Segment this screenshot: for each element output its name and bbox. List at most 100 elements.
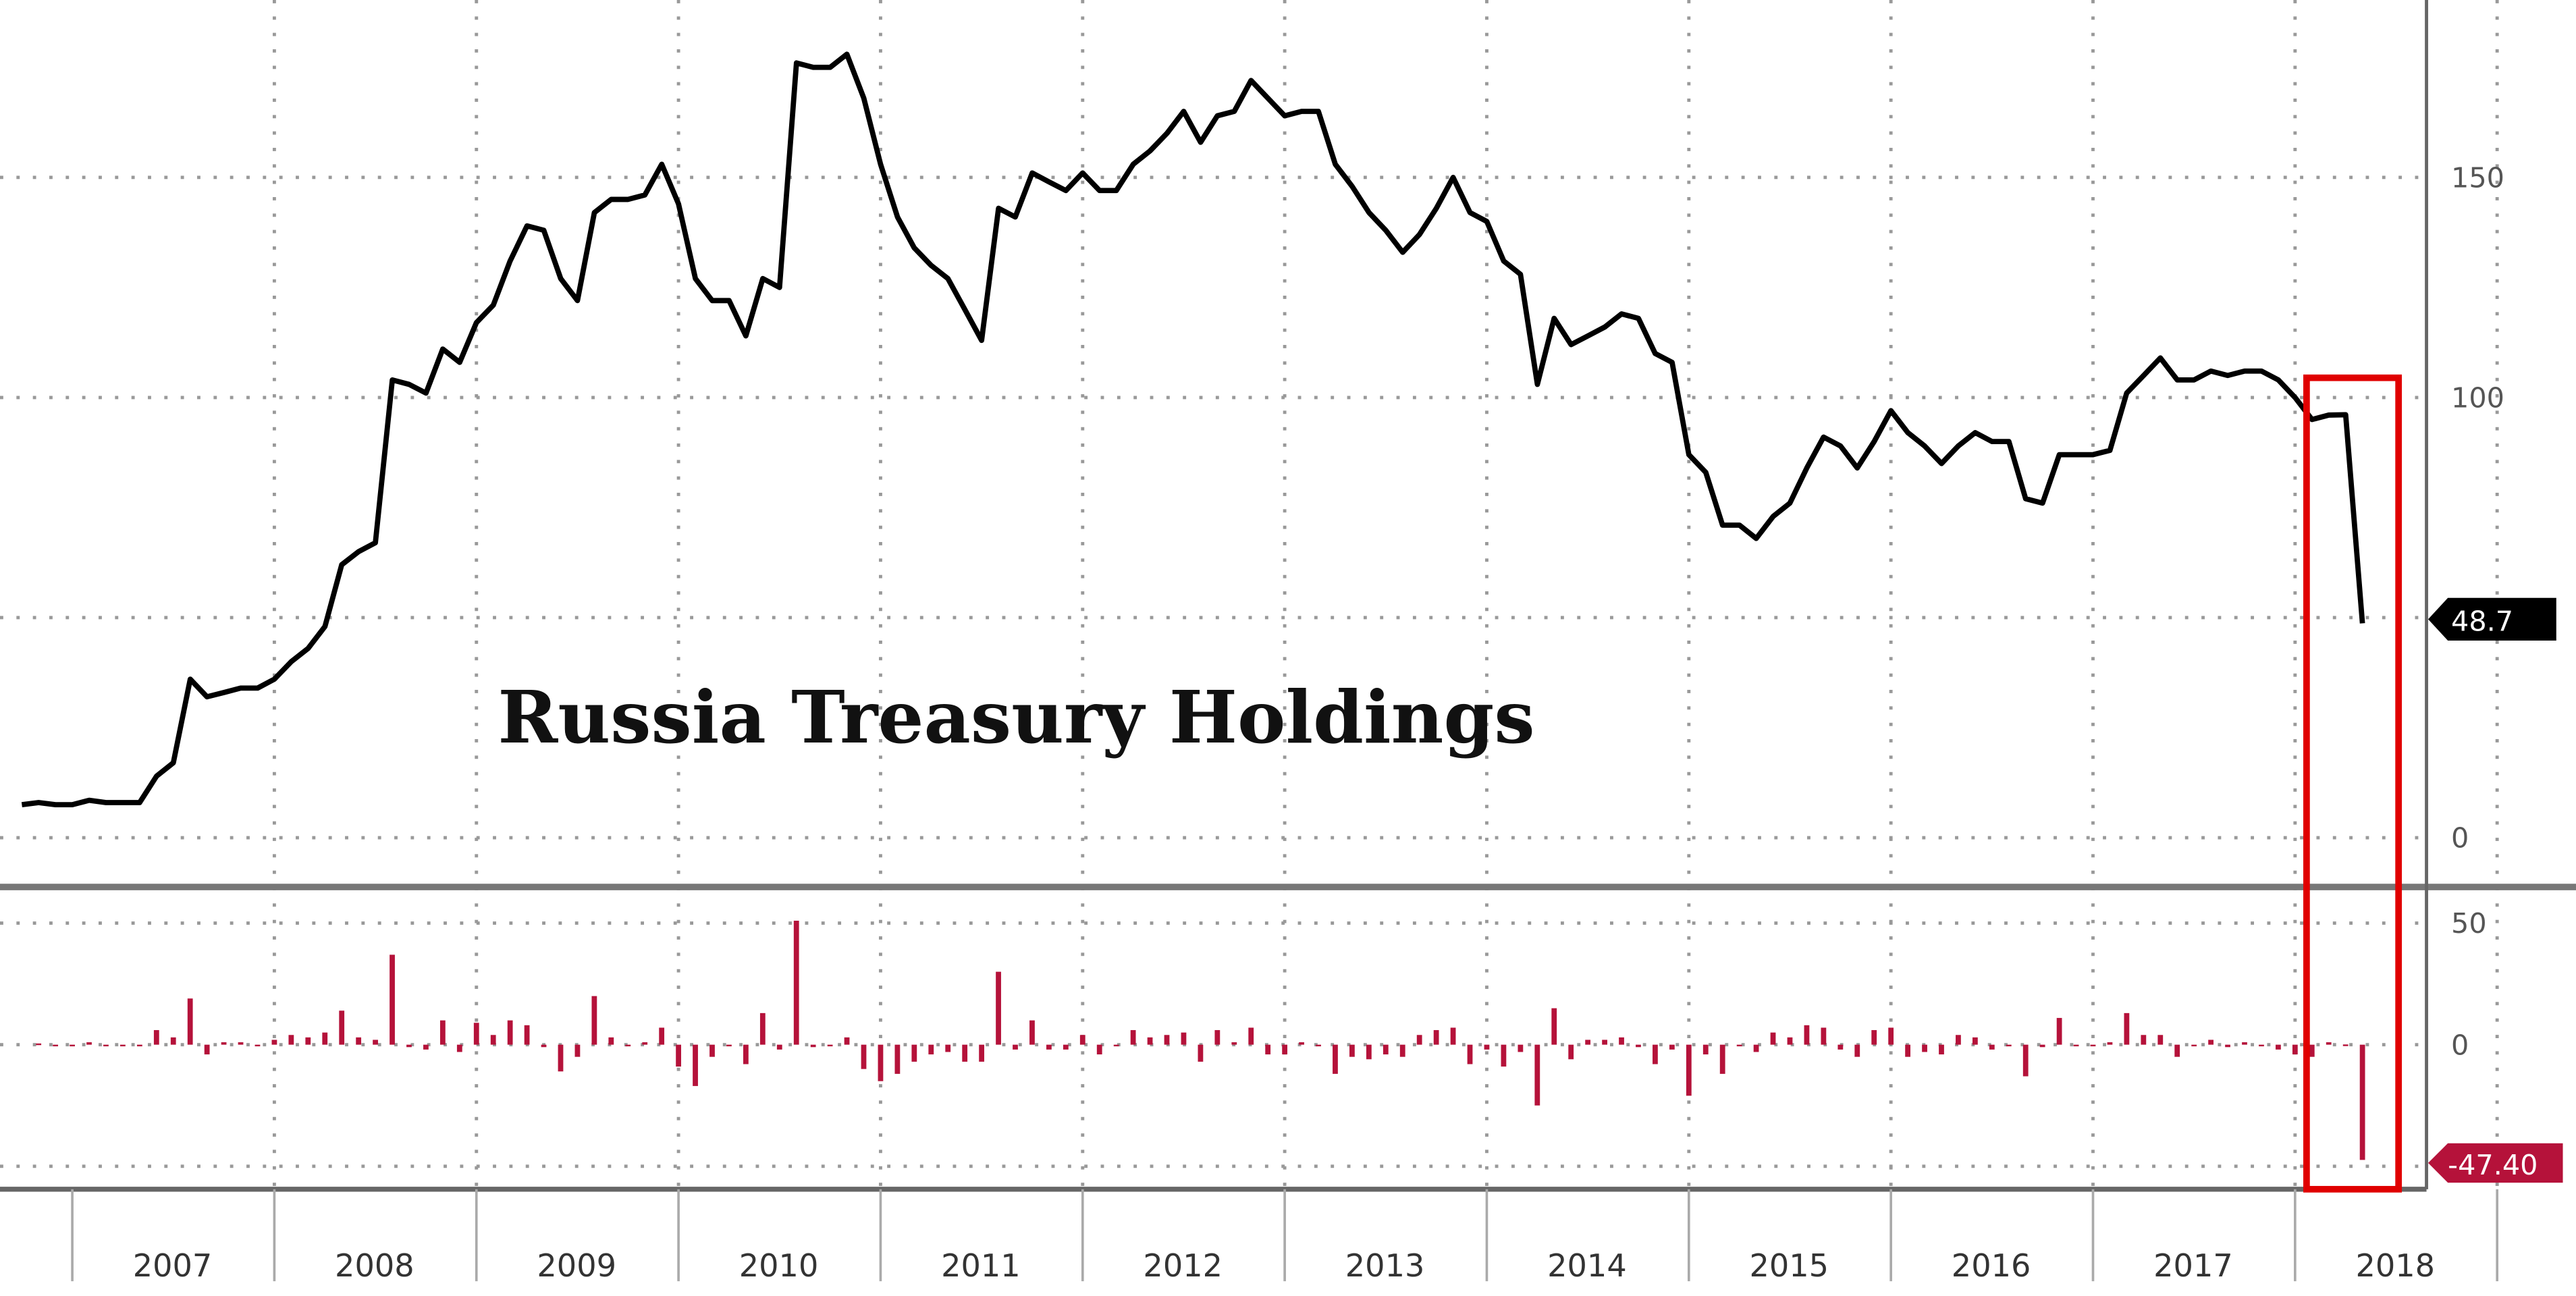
y-tick-0: 0 bbox=[2451, 822, 2469, 855]
change-bar bbox=[1686, 1044, 1692, 1096]
change-bar bbox=[1922, 1044, 1927, 1052]
change-bar bbox=[1433, 1030, 1439, 1045]
change-bar bbox=[861, 1044, 867, 1069]
change-bar bbox=[70, 1044, 75, 1047]
change-bar bbox=[894, 1044, 901, 1074]
change-bars bbox=[36, 921, 2365, 1160]
change-bar bbox=[2225, 1044, 2230, 1048]
change-bar bbox=[558, 1044, 564, 1072]
bar-y-tick-50: 50 bbox=[2451, 907, 2487, 940]
change-bar bbox=[911, 1044, 917, 1062]
change-bar bbox=[1972, 1037, 1978, 1045]
change-bar bbox=[288, 1035, 294, 1045]
change-bar bbox=[1518, 1044, 1524, 1052]
last-value-tag: 48.7 bbox=[2427, 597, 2556, 641]
change-bar bbox=[2359, 1044, 2365, 1160]
bar-y-tick-0: 0 bbox=[2451, 1029, 2469, 1061]
change-bar bbox=[1333, 1044, 1338, 1074]
change-bar bbox=[2326, 1042, 2332, 1045]
holdings-line bbox=[21, 51, 2365, 808]
change-bar bbox=[1399, 1044, 1405, 1057]
change-bar bbox=[1956, 1035, 1961, 1045]
change-bar bbox=[1248, 1027, 1254, 1045]
change-bar bbox=[1079, 1035, 1085, 1045]
change-bar bbox=[524, 1025, 530, 1045]
change-bar bbox=[2124, 1013, 2130, 1045]
change-bar bbox=[1282, 1044, 1288, 1055]
change-bar bbox=[1416, 1035, 1422, 1045]
change-bar bbox=[726, 1044, 732, 1047]
last-change-tag: -47.40 bbox=[2427, 1143, 2563, 1183]
change-bar bbox=[793, 921, 799, 1045]
change-bar bbox=[1366, 1044, 1372, 1060]
change-bar bbox=[1585, 1040, 1591, 1045]
change-bar bbox=[221, 1042, 227, 1045]
change-bar bbox=[2056, 1018, 2062, 1045]
year-label: 2013 bbox=[1345, 1247, 1425, 1284]
change-bar bbox=[187, 998, 193, 1045]
change-bar bbox=[1534, 1044, 1540, 1106]
change-bar bbox=[507, 1020, 513, 1045]
change-bar bbox=[945, 1044, 951, 1052]
change-bar bbox=[1871, 1030, 1877, 1045]
change-bar bbox=[591, 996, 597, 1045]
change-bar bbox=[979, 1044, 985, 1062]
change-bar bbox=[86, 1042, 92, 1045]
change-bar bbox=[2090, 1044, 2096, 1047]
change-bar bbox=[2107, 1042, 2113, 1045]
change-bar bbox=[1753, 1044, 1759, 1052]
change-bar bbox=[1551, 1008, 1557, 1045]
change-bar bbox=[1602, 1040, 1607, 1045]
change-bar bbox=[305, 1037, 311, 1045]
y-tick-150: 150 bbox=[2451, 161, 2504, 194]
change-bar bbox=[1046, 1044, 1052, 1050]
change-bar bbox=[1719, 1044, 1725, 1074]
change-bar bbox=[1702, 1044, 1709, 1055]
year-label: 2008 bbox=[335, 1247, 414, 1284]
change-bar bbox=[1316, 1044, 1321, 1047]
change-bar bbox=[1989, 1044, 1995, 1050]
change-bar bbox=[608, 1037, 614, 1045]
change-bar bbox=[1063, 1044, 1069, 1050]
change-bar bbox=[473, 1023, 479, 1045]
change-bar bbox=[238, 1042, 244, 1045]
change-bar bbox=[2259, 1044, 2264, 1047]
change-bar bbox=[2039, 1044, 2045, 1048]
year-label: 2016 bbox=[1952, 1247, 2031, 1284]
change-bar bbox=[356, 1037, 362, 1045]
change-bar bbox=[1501, 1044, 1507, 1067]
year-label: 2014 bbox=[1547, 1247, 1627, 1284]
change-bar bbox=[878, 1044, 884, 1081]
change-bar bbox=[254, 1044, 261, 1047]
year-axis: 2007 2008 2009 2010 2011 2012 2013 2014 2015 2016… bbox=[71, 1189, 2499, 1284]
change-bar bbox=[271, 1040, 277, 1045]
change-bar bbox=[1619, 1037, 1624, 1045]
change-bar bbox=[153, 1030, 159, 1045]
change-bar bbox=[1770, 1032, 1776, 1045]
change-bar bbox=[676, 1044, 682, 1067]
change-bar bbox=[2292, 1044, 2298, 1055]
change-bar bbox=[1113, 1044, 1119, 1047]
change-bar bbox=[1164, 1035, 1170, 1045]
change-bar bbox=[625, 1044, 631, 1047]
change-bar bbox=[1029, 1020, 1035, 1045]
change-bar bbox=[490, 1035, 496, 1045]
change-bar bbox=[1231, 1042, 1237, 1045]
year-label: 2011 bbox=[941, 1247, 1021, 1284]
change-bar bbox=[1787, 1037, 1793, 1045]
change-bar bbox=[743, 1044, 749, 1064]
change-bar bbox=[1484, 1044, 1490, 1050]
change-bar bbox=[1854, 1044, 1860, 1057]
change-bar bbox=[2342, 1044, 2349, 1046]
change-bar bbox=[1096, 1044, 1102, 1055]
change-bar bbox=[1214, 1030, 1220, 1045]
year-label: 2009 bbox=[537, 1247, 616, 1284]
year-label: 2007 bbox=[133, 1247, 213, 1284]
change-bar bbox=[996, 971, 1001, 1045]
change-bar bbox=[1450, 1027, 1456, 1045]
change-bar bbox=[1181, 1032, 1187, 1045]
change-bar bbox=[1383, 1044, 1389, 1055]
change-bar bbox=[2174, 1044, 2180, 1057]
